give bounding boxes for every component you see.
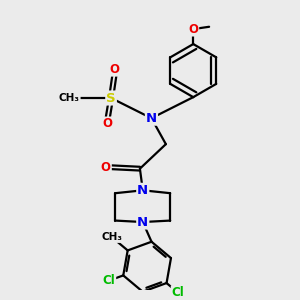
Text: N: N [146,112,157,125]
Text: Cl: Cl [103,274,115,287]
Text: N: N [137,215,148,229]
Text: O: O [103,118,112,130]
Text: N: N [137,184,148,197]
Text: CH₃: CH₃ [59,93,80,103]
Text: O: O [110,63,119,76]
Text: O: O [188,22,198,36]
Text: S: S [106,92,116,104]
Text: Cl: Cl [172,286,184,299]
Text: O: O [101,161,111,174]
Text: CH₃: CH₃ [101,232,122,242]
